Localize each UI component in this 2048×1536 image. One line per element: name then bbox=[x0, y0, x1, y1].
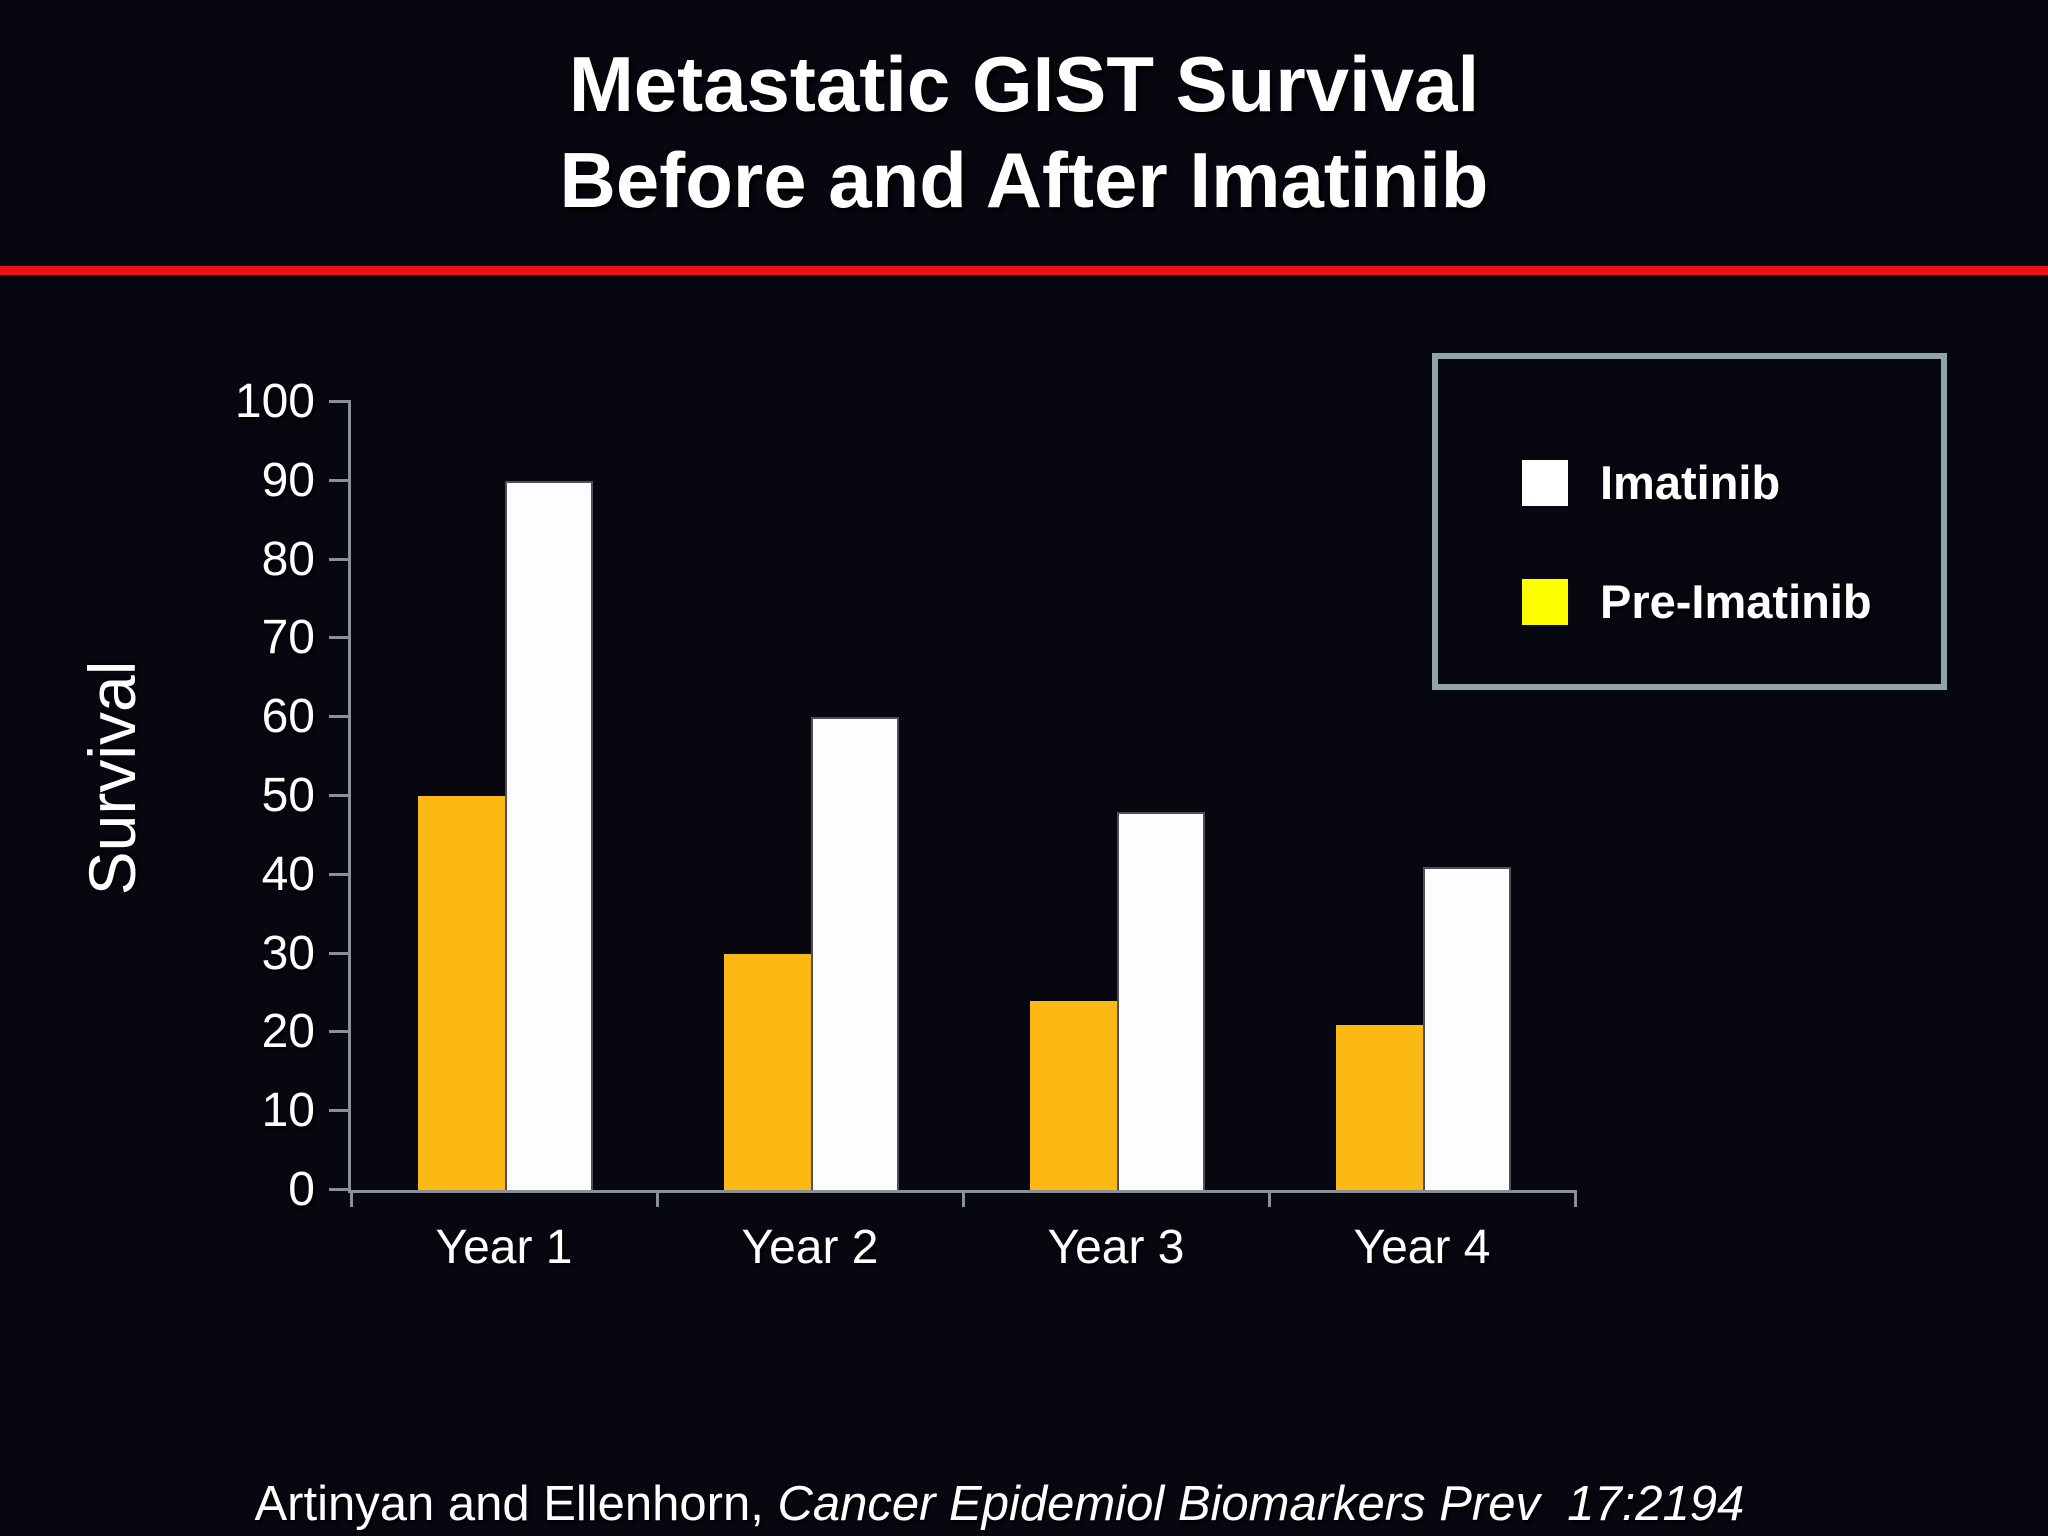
bar-imatinib-year-1 bbox=[505, 480, 593, 1190]
y-tick-label-80: 80 bbox=[261, 532, 315, 586]
y-tick-40 bbox=[329, 872, 351, 876]
red-divider-line bbox=[0, 266, 2048, 275]
y-tick-10 bbox=[329, 1109, 351, 1113]
citation-authors: Artinyan and Ellenhorn, bbox=[254, 1477, 778, 1531]
y-tick-100 bbox=[329, 400, 351, 403]
legend-row-imatinib: Imatinib bbox=[1522, 455, 1941, 510]
y-tick-label-10: 10 bbox=[261, 1084, 315, 1138]
y-tick-label-50: 50 bbox=[261, 769, 315, 822]
x-tick-2 bbox=[962, 1190, 965, 1207]
legend-label-pre-imatinib: Pre-Imatinib bbox=[1600, 575, 1872, 628]
y-tick-70 bbox=[329, 636, 351, 640]
slide-title-line1: Metastatic GIST Survival bbox=[568, 40, 1480, 128]
y-tick-0 bbox=[329, 1188, 351, 1191]
bar-pre-imatinib-year-1 bbox=[418, 796, 506, 1190]
bar-imatinib-year-3 bbox=[1117, 811, 1205, 1190]
y-tick-20 bbox=[329, 1030, 351, 1034]
y-tick-label-20: 20 bbox=[261, 1005, 315, 1059]
y-tick-label-100: 100 bbox=[234, 375, 315, 428]
x-tick-1 bbox=[656, 1190, 659, 1207]
y-tick-label-70: 70 bbox=[261, 611, 315, 665]
bar-pre-imatinib-year-4 bbox=[1336, 1024, 1424, 1190]
plot-area: 0 10 20 30 40 50 60 70 80 90 100 Year 1 Year 2 Year 3… bbox=[235, 378, 1577, 1274]
x-tick-4 bbox=[1574, 1190, 1577, 1207]
slide-title-line2: Before and After Imatinib bbox=[559, 136, 1489, 224]
y-tick-90 bbox=[329, 478, 351, 482]
x-tick-0 bbox=[350, 1190, 353, 1207]
citation: Artinyan and Ellenhorn, Cancer Epidemiol… bbox=[200, 1420, 1744, 1536]
x-category-label-1: Year 1 bbox=[435, 1221, 573, 1274]
y-tick-80 bbox=[329, 557, 351, 561]
y-tick-label-0: 0 bbox=[288, 1163, 315, 1216]
y-tick-30 bbox=[329, 951, 351, 955]
bar-pre-imatinib-year-3 bbox=[1030, 1000, 1118, 1190]
citation-journal: Cancer Epidemiol Biomarkers Prev 17:2194 bbox=[777, 1477, 1745, 1531]
legend-row-pre-imatinib: Pre-Imatinib bbox=[1522, 574, 1941, 629]
legend-swatch-pre-imatinib bbox=[1522, 578, 1568, 625]
x-tick-3 bbox=[1268, 1190, 1271, 1207]
x-category-label-2: Year 2 bbox=[741, 1221, 879, 1274]
y-tick-label-90: 90 bbox=[261, 453, 315, 507]
y-tick-50 bbox=[329, 794, 351, 797]
legend-label-imatinib: Imatinib bbox=[1600, 456, 1781, 509]
bar-imatinib-year-4 bbox=[1423, 866, 1511, 1190]
bar-pre-imatinib-year-2 bbox=[724, 953, 812, 1190]
y-tick-60 bbox=[329, 715, 351, 719]
bar-imatinib-year-2 bbox=[811, 717, 899, 1190]
x-category-label-3: Year 3 bbox=[1047, 1221, 1185, 1274]
y-tick-label-40: 40 bbox=[261, 847, 315, 901]
y-axis-title: Survival bbox=[75, 660, 149, 896]
legend-box: Imatinib Pre-Imatinib bbox=[1432, 353, 1947, 690]
legend-swatch-imatinib bbox=[1522, 459, 1568, 506]
y-tick-label-30: 30 bbox=[261, 926, 315, 980]
x-category-label-4: Year 4 bbox=[1353, 1221, 1491, 1274]
y-tick-label-60: 60 bbox=[261, 690, 315, 744]
slide-title: Metastatic GIST Survival Before and Afte… bbox=[0, 36, 2048, 228]
